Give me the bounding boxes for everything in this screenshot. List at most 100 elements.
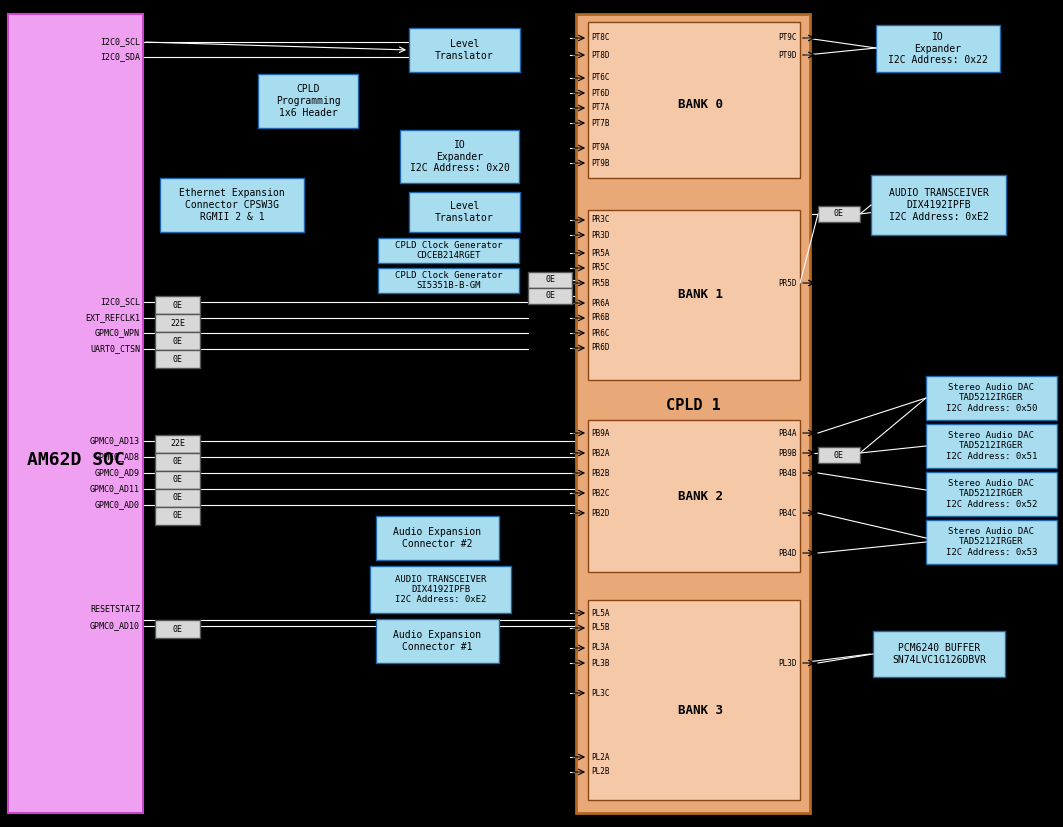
Bar [819,447,860,463]
Text: GPMC0_AD0: GPMC0_AD0 [95,500,140,509]
Bar [155,507,200,525]
Text: PT9B: PT9B [591,159,609,168]
Text: 0E: 0E [834,451,844,460]
Bar [155,471,200,489]
Text: AUDIO TRANSCEIVER
DIX4192IPFB
I2C Address: 0xE2: AUDIO TRANSCEIVER DIX4192IPFB I2C Addres… [394,575,486,605]
Text: PB2B: PB2B [591,469,609,477]
Text: PR3C: PR3C [591,216,609,224]
Text: PB2D: PB2D [591,509,609,518]
Text: PT9C: PT9C [778,34,797,42]
Text: PT7B: PT7B [591,118,609,127]
Text: CPLD Clock Generator
CDCEB214RGET: CPLD Clock Generator CDCEB214RGET [394,241,502,261]
Text: BANK 0: BANK 0 [677,98,723,112]
Text: RESETSTATZ: RESETSTATZ [90,605,140,614]
Text: I2C0_SDA: I2C0_SDA [100,52,140,61]
Text: PB2C: PB2C [591,489,609,498]
Bar [155,332,200,350]
Bar [161,178,304,232]
Bar [9,14,144,813]
Text: 0E: 0E [172,476,183,485]
Text: 0E: 0E [834,209,844,218]
Text: PT9D: PT9D [778,50,797,60]
Bar [378,238,519,263]
Text: PL5B: PL5B [591,624,609,633]
Bar [409,28,520,72]
Text: Audio Expansion
Connector #1: Audio Expansion Connector #1 [393,630,482,652]
Bar [873,631,1005,677]
Text: PB2A: PB2A [591,448,609,457]
Bar [370,566,511,613]
Text: PL5A: PL5A [591,609,609,618]
Bar [258,74,358,128]
Text: PB9A: PB9A [591,428,609,437]
Text: IO
Expander
I2C Address: 0x20: IO Expander I2C Address: 0x20 [409,140,509,173]
Text: GPMC0_AD9: GPMC0_AD9 [95,469,140,477]
Text: PB4C: PB4C [778,509,797,518]
Bar [528,272,572,288]
Bar [155,453,200,471]
Text: CPLD 1: CPLD 1 [665,398,721,413]
Text: PT7A: PT7A [591,103,609,112]
Text: 0E: 0E [172,624,183,633]
Text: Stereo Audio DAC
TAD5212IRGER
I2C Address: 0x53: Stereo Audio DAC TAD5212IRGER I2C Addres… [946,527,1037,557]
Text: PL3D: PL3D [778,658,797,667]
Bar [876,25,1000,72]
Bar [528,288,572,304]
Text: EXT_REFCLK1: EXT_REFCLK1 [85,313,140,323]
Text: PL2B: PL2B [591,767,609,777]
Bar [576,14,810,813]
Bar [376,619,499,663]
Text: 0E: 0E [172,337,183,346]
Text: 0E: 0E [545,275,555,284]
Text: PR3D: PR3D [591,231,609,240]
Bar [588,210,800,380]
Text: Stereo Audio DAC
TAD5212IRGER
I2C Address: 0x52: Stereo Audio DAC TAD5212IRGER I2C Addres… [946,479,1037,509]
Text: GPMC0_AD11: GPMC0_AD11 [90,485,140,494]
Text: PL3C: PL3C [591,689,609,697]
Bar [400,130,519,183]
Text: PT6C: PT6C [591,74,609,83]
Text: AUDIO TRANSCEIVER
DIX4192IPFB
I2C Address: 0xE2: AUDIO TRANSCEIVER DIX4192IPFB I2C Addres… [889,189,989,222]
Text: UART0_CTSN: UART0_CTSN [90,345,140,353]
Text: PB9B: PB9B [778,448,797,457]
Text: IO
Expander
I2C Address: 0x22: IO Expander I2C Address: 0x22 [888,32,988,65]
Text: Ethernet Expansion
Connector CPSW3G
RGMII 2 & 1: Ethernet Expansion Connector CPSW3G RGMI… [180,189,285,222]
Text: PT8D: PT8D [591,50,609,60]
Bar [871,175,1006,235]
Text: 0E: 0E [172,355,183,364]
Bar [588,22,800,178]
Text: PL3A: PL3A [591,643,609,653]
Text: PR5D: PR5D [778,279,797,288]
Bar [926,520,1057,564]
Text: PR6A: PR6A [591,299,609,308]
Bar [155,620,200,638]
Bar [378,268,519,293]
Text: PB4A: PB4A [778,428,797,437]
Text: 22E: 22E [170,439,185,448]
Text: GPMC0_AD8: GPMC0_AD8 [95,452,140,461]
Bar [588,600,800,800]
Bar [926,376,1057,420]
Text: BANK 2: BANK 2 [677,490,723,503]
Bar [588,420,800,572]
Text: GPMC0_AD10: GPMC0_AD10 [90,622,140,630]
Bar [376,516,499,560]
Bar [155,489,200,507]
Text: 0E: 0E [545,291,555,300]
Text: PR5B: PR5B [591,279,609,288]
Text: PB4B: PB4B [778,469,797,477]
Bar [155,350,200,368]
Text: Audio Expansion
Connector #2: Audio Expansion Connector #2 [393,527,482,549]
Bar [926,424,1057,468]
Text: PL2A: PL2A [591,753,609,762]
Bar [926,472,1057,516]
Text: I2C0_SCL: I2C0_SCL [100,37,140,46]
Text: CPLD Clock Generator
SI5351B-B-GM: CPLD Clock Generator SI5351B-B-GM [394,270,502,290]
Text: 0E: 0E [172,457,183,466]
Text: GPMC0_WPN: GPMC0_WPN [95,328,140,337]
Text: AM62D SOC: AM62D SOC [27,451,124,469]
Text: Level
Translator: Level Translator [435,201,494,222]
Text: Stereo Audio DAC
TAD5212IRGER
I2C Address: 0x50: Stereo Audio DAC TAD5212IRGER I2C Addres… [946,383,1037,413]
Text: PR5C: PR5C [591,264,609,273]
Text: PB4D: PB4D [778,548,797,557]
